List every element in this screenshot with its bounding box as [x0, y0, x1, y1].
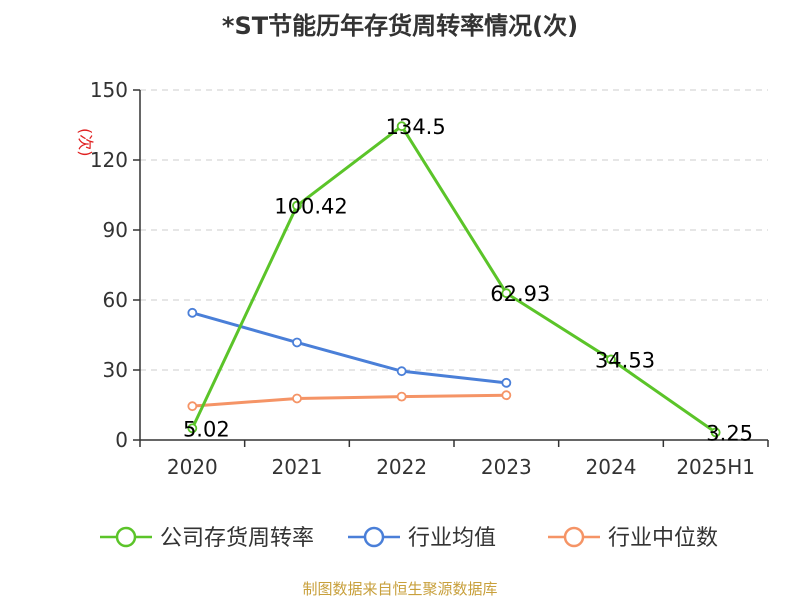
y-tick-label: 0: [115, 428, 128, 452]
series-line: [191, 311, 507, 385]
legend-label: 公司存货周转率: [160, 526, 314, 551]
data-point: [501, 390, 512, 401]
data-label: 100.42: [274, 195, 347, 219]
data-label: 134.5: [386, 115, 446, 139]
legend-marker: [115, 526, 137, 548]
data-point: [187, 307, 198, 318]
data-point: [187, 401, 198, 412]
data-point: [606, 354, 616, 365]
data-point: [292, 393, 302, 404]
legend-label: 行业均值: [408, 526, 496, 551]
legend-marker: [363, 526, 385, 548]
legend-marker: [563, 526, 585, 548]
data-point: [710, 427, 721, 438]
x-tick-label: 2023: [481, 455, 532, 479]
x-tick-label: 2021: [272, 455, 323, 479]
y-axis-unit-label: (次): [76, 128, 95, 157]
source-note: 制图数据来自恒生聚源数据库: [302, 580, 498, 598]
data-label: 62.93: [490, 282, 550, 306]
x-tick-label: 2024: [586, 455, 637, 479]
data-label: 34.53: [595, 348, 655, 372]
data-labels: 5.02 100.42 134.5 62.93 34.53 3.25: [183, 115, 753, 445]
data-point: [396, 391, 407, 402]
data-label: 5.02: [183, 417, 230, 441]
x-tick-label: 2020: [167, 455, 218, 479]
y-tick-label: 30: [103, 358, 128, 382]
series-line: [192, 393, 507, 408]
series-line: [190, 124, 717, 434]
data-point: [187, 423, 198, 434]
y-tick-label: 60: [103, 288, 128, 312]
grid-lines: [140, 89, 768, 371]
y-tick-label: 150: [90, 78, 128, 102]
data-point: [396, 121, 407, 132]
data-point: [292, 337, 302, 348]
chart-title: *ST节能历年存货周转率情况(次): [221, 12, 579, 40]
y-tick-label: 90: [103, 218, 128, 242]
x-tick-label: 2022: [376, 455, 427, 479]
data-label: 3.25: [706, 421, 753, 445]
data-point: [292, 200, 302, 211]
data-point: [396, 366, 407, 377]
legend-label: 行业中位数: [608, 526, 718, 551]
series-lines: [187, 121, 721, 438]
data-point: [501, 377, 512, 388]
y-tick-label: 120: [90, 148, 128, 172]
legend: 公司存货周转率 行业均值 行业中位数: [100, 526, 718, 551]
axes: 0 30 60 90 120 150 2020 2021 2022 2023 2024 2025H1: [90, 78, 769, 479]
data-point: [501, 288, 512, 299]
x-tick-label: 2025H1: [676, 455, 755, 479]
